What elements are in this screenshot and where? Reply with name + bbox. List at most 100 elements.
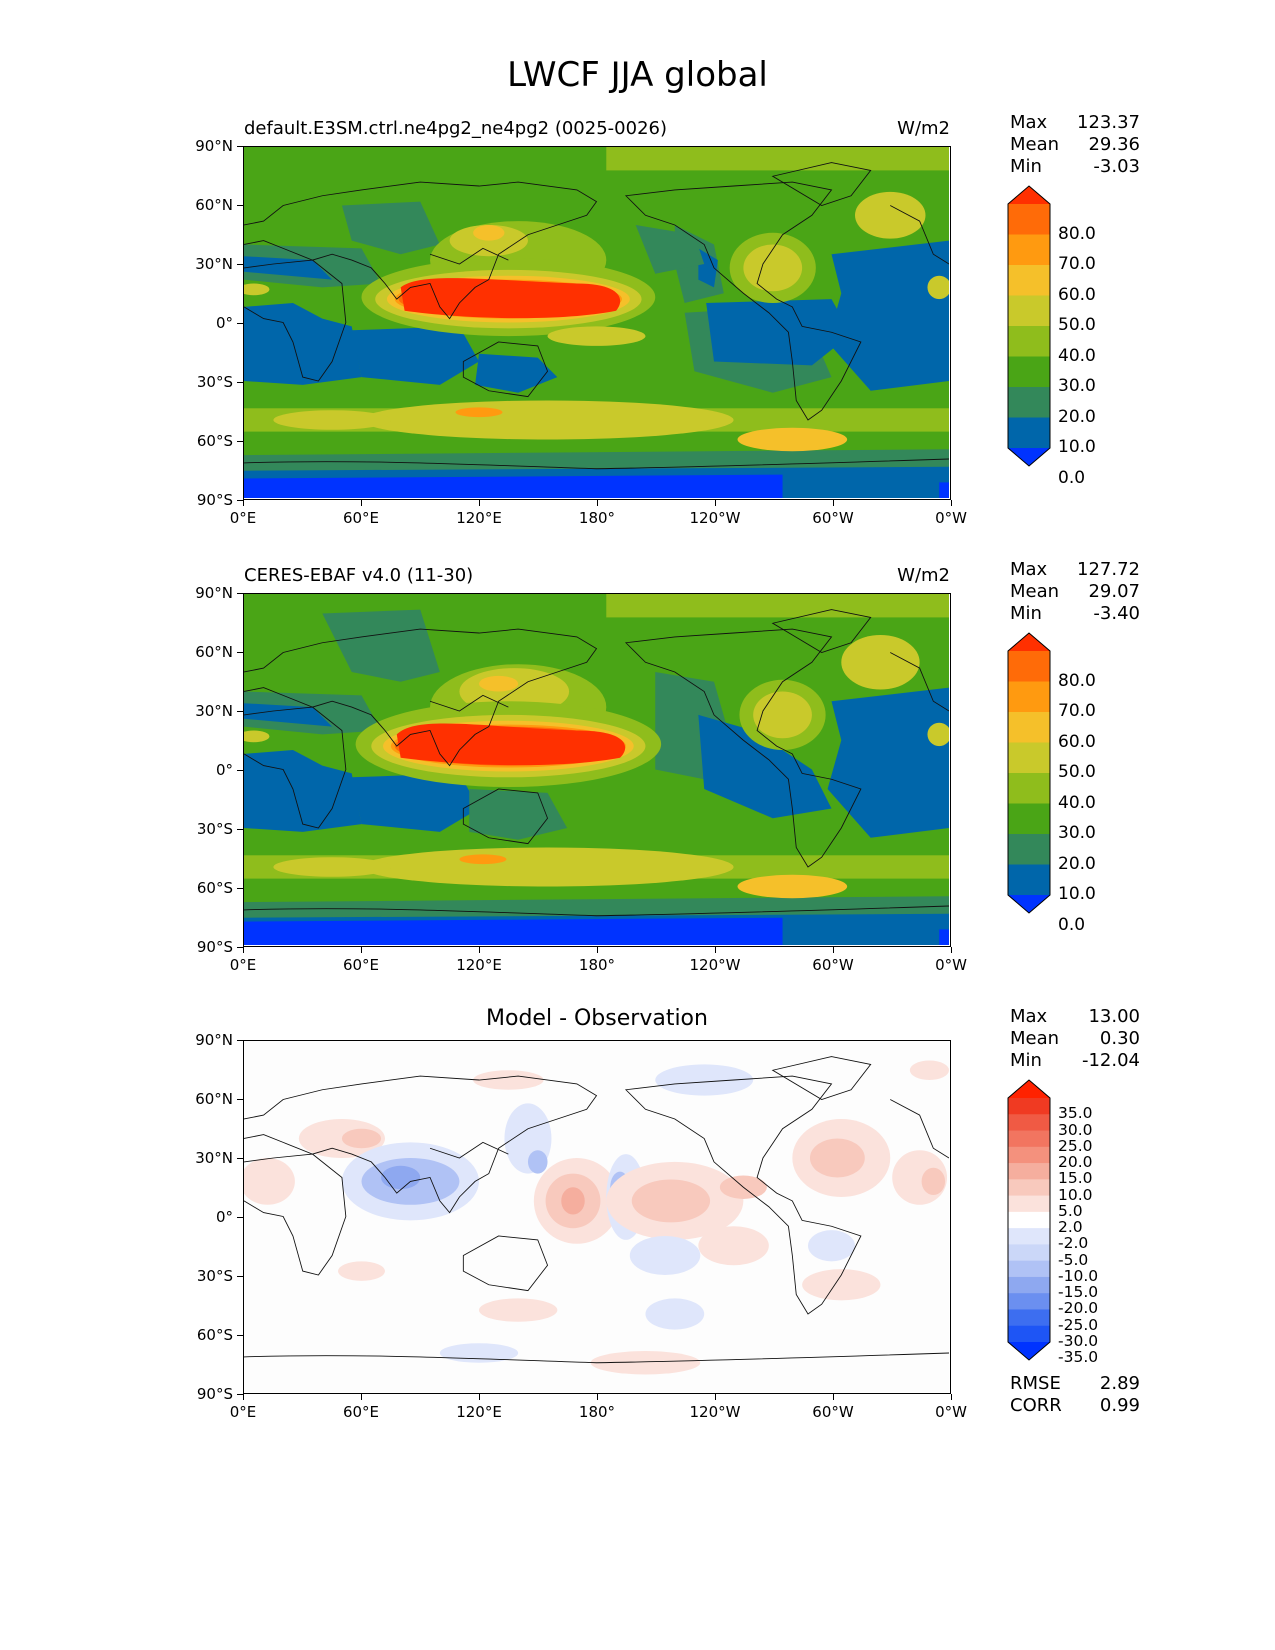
y-tick-label: 90°S [196, 491, 233, 509]
panel-1-colorbar [1007, 185, 1051, 467]
x-tick [950, 500, 952, 506]
x-tick-label: 60°W [812, 1403, 854, 1421]
y-tick-label: 30°S [196, 820, 233, 838]
y-tick-label: 30°S [196, 373, 233, 391]
colorbar-label: 20.0 [1058, 853, 1096, 874]
y-tick [237, 204, 243, 206]
colorbar-segment [1008, 1146, 1050, 1164]
colorbar-label: -15.0 [1058, 1283, 1099, 1302]
x-tick-label: 0°E [229, 1403, 257, 1421]
x-tick-label: 60°E [342, 509, 380, 527]
x-tick-label: 180° [578, 509, 616, 527]
y-tick-label: 0° [215, 761, 233, 779]
stat-mean-label: Mean [1010, 1028, 1060, 1049]
stat-min-value: -12.04 [1081, 1050, 1140, 1071]
colorbar-segment [1008, 773, 1050, 804]
stat-max-value: 13.00 [1088, 1006, 1140, 1027]
rmse-value: 2.89 [1099, 1373, 1140, 1394]
y-tick-label: 90°S [196, 938, 233, 956]
colorbar-extend-max [1008, 186, 1050, 204]
x-tick [478, 1394, 480, 1400]
panel-2-stats: Max 127.72 Mean 29.07 Min -3.40 [1010, 559, 1140, 625]
x-tick-label: 0°W [935, 509, 967, 527]
y-tick-label: 60°S [196, 432, 233, 450]
stat-max-value: 127.72 [1077, 559, 1140, 580]
y-tick-label: 60°S [196, 879, 233, 897]
stat-max-label: Max [1010, 112, 1048, 133]
colorbar-segment [1008, 265, 1050, 296]
y-tick-label: 30°S [196, 1267, 233, 1285]
colorbar-label: 20.0 [1058, 1153, 1093, 1172]
y-tick [237, 769, 243, 771]
y-tick [237, 1157, 243, 1159]
x-tick-label: 60°W [812, 509, 854, 527]
x-tick [242, 500, 244, 506]
corr-label: CORR [1010, 1395, 1062, 1416]
x-tick-label: 120°W [689, 509, 741, 527]
panel-3-field [244, 1041, 949, 1392]
colorbar-svg [1007, 632, 1051, 914]
x-tick-label: 0°E [229, 956, 257, 974]
panel-1-title: default.E3SM.ctrl.ne4pg2_ne4pg2 (0025-00… [244, 118, 667, 139]
colorbar-label: 10.0 [1058, 884, 1096, 904]
x-tick-label: 120°E [456, 509, 502, 527]
colorbar-segment [1008, 1325, 1050, 1343]
y-tick-label: 30°N [195, 1149, 233, 1167]
panel-2-title: CERES-EBAF v4.0 (11-30) [244, 565, 474, 586]
colorbar-label: -2.0 [1058, 1234, 1089, 1253]
y-tick-label: 0° [215, 1208, 233, 1226]
colorbar-segment [1008, 1228, 1050, 1245]
stat-mean-value: 29.36 [1088, 134, 1140, 155]
colorbar-extend-max [1008, 1080, 1050, 1098]
stat-max-value: 123.37 [1077, 112, 1140, 133]
stat-max-label: Max [1010, 1006, 1048, 1027]
colorbar-extend-min [1008, 895, 1050, 913]
y-tick [237, 828, 243, 830]
y-tick [237, 1334, 243, 1336]
colorbar-segment [1008, 295, 1050, 327]
y-tick [237, 710, 243, 712]
colorbar-label: -25.0 [1058, 1315, 1099, 1334]
y-tick [237, 1393, 243, 1395]
y-tick [237, 1039, 243, 1041]
colorbar-label: 0.0 [1058, 467, 1086, 488]
colorbar-segment [1008, 1293, 1050, 1310]
y-tick [237, 592, 243, 594]
y-tick [237, 499, 243, 501]
x-tick-label: 60°E [342, 1403, 380, 1421]
colorbar-segment [1008, 1114, 1050, 1132]
colorbar-outline [1007, 185, 1051, 467]
x-tick [360, 500, 362, 506]
colorbar-label: 30.0 [1058, 376, 1096, 396]
x-tick-label: 0°E [229, 509, 257, 527]
colorbar-label: 30.0 [1058, 823, 1096, 843]
colorbar-label: 40.0 [1058, 345, 1096, 366]
y-tick [237, 263, 243, 265]
colorbar-segment [1008, 204, 1050, 235]
colorbar-label: -30.0 [1058, 1332, 1099, 1350]
colorbar-label: 15.0 [1058, 1169, 1093, 1188]
colorbar-label: -5.0 [1058, 1250, 1089, 1269]
colorbar-segment [1008, 356, 1050, 388]
colorbar-label: 30.0 [1058, 1120, 1093, 1139]
y-tick [237, 322, 243, 324]
colorbar-segment [1008, 1130, 1050, 1148]
colorbar-segment [1008, 1260, 1050, 1278]
x-tick-label: 120°E [456, 956, 502, 974]
colorbar-label: 35.0 [1058, 1104, 1093, 1123]
y-tick-label: 30°N [195, 702, 233, 720]
y-tick [237, 946, 243, 948]
panel-1-map [243, 146, 951, 500]
colorbar-label: -10.0 [1058, 1266, 1099, 1285]
panel-3-colorbar [1007, 1079, 1051, 1361]
colorbar-segment [1008, 1309, 1050, 1327]
panel-3-title: Model - Observation [486, 1006, 708, 1031]
colorbar-label: 60.0 [1058, 284, 1096, 305]
colorbar-segment [1008, 712, 1050, 743]
x-tick [714, 500, 716, 506]
colorbar-label: 80.0 [1058, 223, 1096, 244]
panel-3-map [243, 1040, 951, 1394]
colorbar-label: 60.0 [1058, 731, 1096, 752]
colorbar-segment [1008, 803, 1050, 835]
panel-2-units: W/m2 [897, 565, 950, 586]
